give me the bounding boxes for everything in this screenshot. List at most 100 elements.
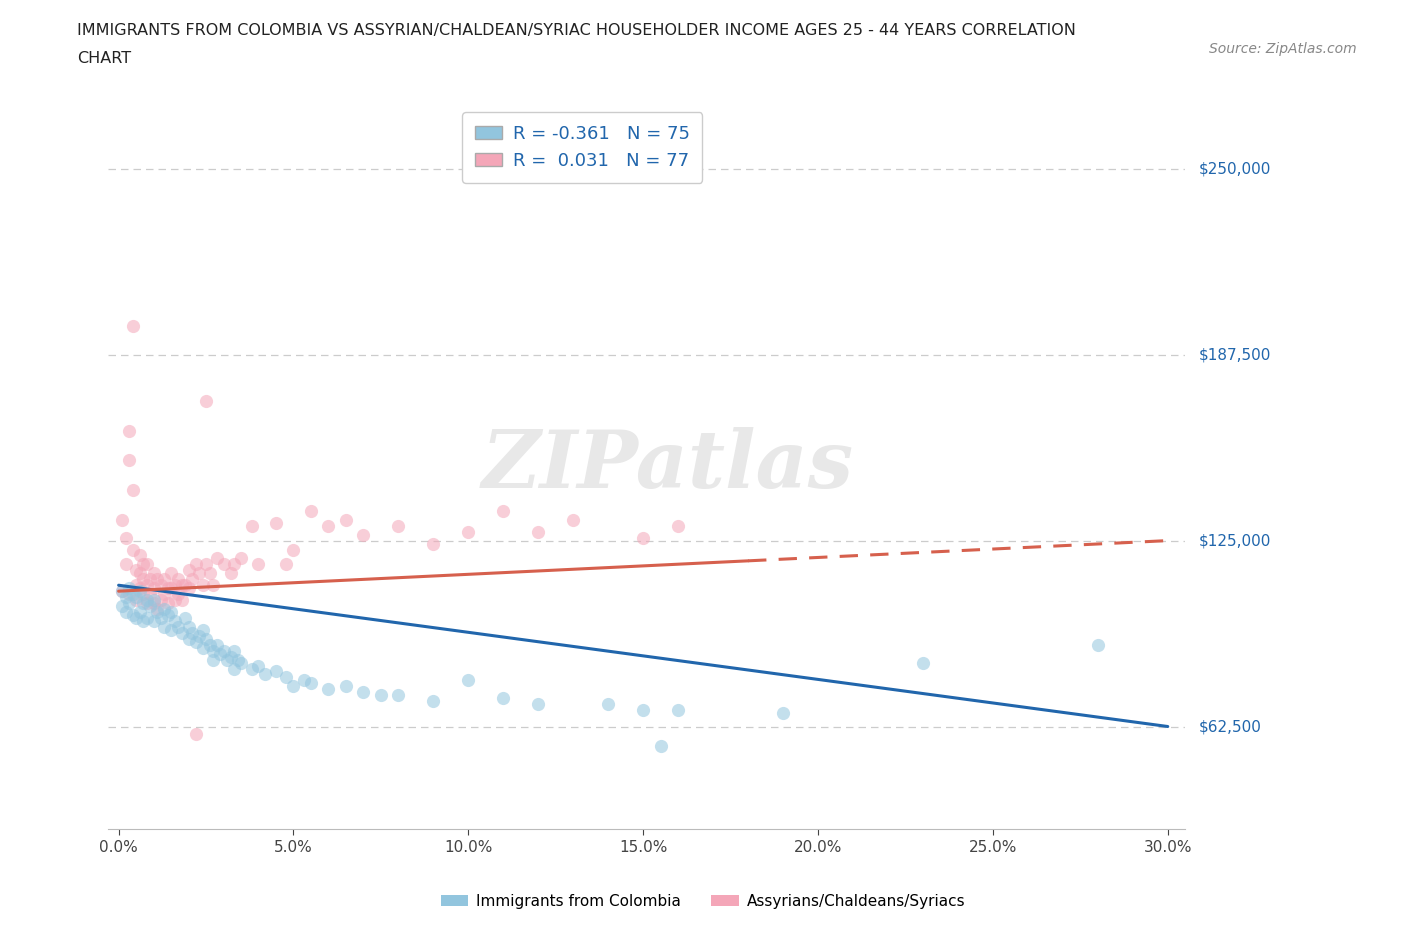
Point — [128, 584, 150, 599]
Point — [121, 607, 143, 622]
Point — [226, 652, 249, 667]
Point — [128, 565, 150, 580]
Point — [283, 542, 305, 557]
Point — [191, 578, 214, 592]
Point — [222, 557, 245, 572]
Point — [170, 592, 193, 607]
Point — [387, 518, 409, 533]
Point — [335, 512, 357, 527]
Point — [163, 578, 186, 592]
Point — [149, 578, 172, 592]
Point — [492, 691, 515, 706]
Point — [142, 614, 165, 629]
Point — [650, 738, 672, 753]
Text: $187,500: $187,500 — [1199, 347, 1271, 362]
Point — [911, 655, 934, 670]
Point — [170, 578, 193, 592]
Point — [177, 563, 200, 578]
Point — [191, 622, 214, 637]
Point — [111, 512, 134, 527]
Point — [457, 673, 479, 688]
Point — [276, 670, 298, 684]
Point — [299, 503, 322, 518]
Point — [156, 607, 179, 622]
Point — [114, 604, 136, 619]
Point — [142, 595, 165, 610]
Point — [387, 688, 409, 703]
Point — [598, 697, 620, 711]
Text: Source: ZipAtlas.com: Source: ZipAtlas.com — [1209, 42, 1357, 56]
Point — [229, 655, 252, 670]
Point — [111, 599, 134, 614]
Point — [128, 548, 150, 563]
Point — [191, 640, 214, 655]
Point — [170, 625, 193, 640]
Point — [335, 679, 357, 694]
Point — [198, 565, 221, 580]
Point — [254, 667, 277, 682]
Point — [132, 614, 155, 629]
Point — [240, 661, 263, 676]
Point — [125, 590, 148, 604]
Point — [135, 557, 157, 572]
Point — [195, 631, 218, 646]
Point — [181, 625, 204, 640]
Point — [184, 726, 207, 741]
Point — [135, 592, 157, 607]
Text: $62,500: $62,500 — [1199, 719, 1263, 734]
Point — [121, 319, 143, 334]
Text: CHART: CHART — [77, 51, 131, 66]
Point — [247, 557, 270, 572]
Point — [121, 483, 143, 498]
Point — [156, 595, 179, 610]
Point — [118, 423, 141, 438]
Point — [181, 572, 204, 587]
Text: $125,000: $125,000 — [1199, 533, 1271, 548]
Point — [132, 587, 155, 602]
Legend: R = -0.361   N = 75, R =  0.031   N = 77: R = -0.361 N = 75, R = 0.031 N = 77 — [463, 113, 702, 182]
Point — [422, 536, 444, 551]
Point — [772, 706, 794, 721]
Point — [215, 652, 238, 667]
Point — [142, 565, 165, 580]
Point — [247, 658, 270, 673]
Point — [276, 557, 298, 572]
Point — [114, 590, 136, 604]
Point — [153, 587, 176, 602]
Point — [125, 610, 148, 625]
Point — [1087, 637, 1109, 652]
Point — [370, 688, 392, 703]
Point — [318, 682, 340, 697]
Point — [202, 578, 225, 592]
Point — [132, 557, 155, 572]
Point — [292, 673, 315, 688]
Point — [631, 530, 654, 545]
Point — [422, 694, 444, 709]
Point — [139, 587, 162, 602]
Point — [195, 393, 218, 408]
Point — [128, 604, 150, 619]
Point — [229, 551, 252, 565]
Point — [352, 684, 374, 699]
Point — [111, 584, 134, 599]
Point — [177, 619, 200, 634]
Point — [205, 551, 228, 565]
Point — [160, 604, 183, 619]
Point — [149, 610, 172, 625]
Point — [174, 578, 197, 592]
Text: ZIPatlas: ZIPatlas — [482, 428, 855, 505]
Point — [299, 676, 322, 691]
Point — [160, 565, 183, 580]
Point — [118, 595, 141, 610]
Point — [240, 518, 263, 533]
Point — [111, 584, 134, 599]
Point — [121, 542, 143, 557]
Point — [527, 525, 550, 539]
Point — [142, 580, 165, 595]
Point — [177, 631, 200, 646]
Point — [177, 580, 200, 595]
Point — [121, 587, 143, 602]
Point — [135, 595, 157, 610]
Point — [188, 565, 211, 580]
Point — [139, 572, 162, 587]
